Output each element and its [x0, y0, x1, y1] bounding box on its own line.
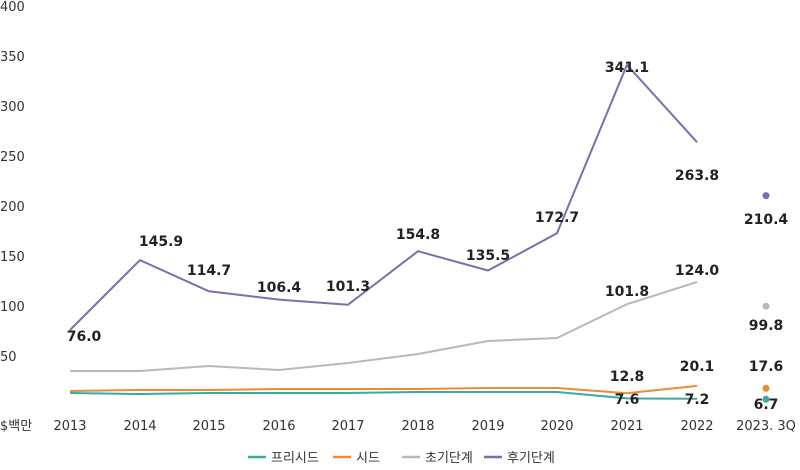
series-point-2023-3q: [762, 302, 770, 310]
series-line: [69, 63, 698, 331]
y-tick-label: 350: [0, 50, 25, 65]
y-tick-label: 250: [0, 150, 25, 165]
data-label-2023-3q: 6.7: [754, 397, 779, 413]
data-label: 106.4: [257, 280, 302, 296]
x-tick-label: 2021: [610, 419, 643, 434]
y-axis-unit-label: $백만: [0, 419, 32, 434]
y-tick-label: 150: [0, 250, 25, 265]
data-label: 172.7: [535, 210, 579, 226]
y-tick-label: 400: [0, 0, 25, 15]
x-tick-label: 2014: [123, 419, 156, 434]
data-label: 263.8: [675, 168, 719, 184]
data-label-2023-3q: 99.8: [749, 318, 784, 334]
x-tick-label: 2023. 3Q: [736, 419, 796, 434]
data-label: 76.0: [67, 329, 102, 345]
data-label-2023-3q: 17.6: [749, 359, 784, 375]
legend-label: 후기단계: [507, 451, 555, 466]
data-label: 7.2: [685, 392, 710, 408]
series-line: [70, 281, 698, 372]
data-label: 341.1: [605, 60, 649, 76]
data-label: 20.1: [680, 359, 715, 375]
x-tick-label: 2022: [680, 419, 713, 434]
x-tick-label: 2016: [262, 419, 295, 434]
data-label-2023-3q: 210.4: [744, 212, 789, 228]
y-axis-ticks: 400 350 300 250 200 150 100 50: [0, 0, 25, 365]
y-tick-label: 100: [0, 300, 25, 315]
data-label: 124.0: [675, 263, 720, 279]
legend-label: 시드: [356, 451, 380, 466]
x-tick-label: 2017: [331, 419, 364, 434]
legend-label: 초기단계: [425, 451, 473, 466]
series-lines: [69, 63, 698, 400]
x-tick-label: 2019: [471, 419, 504, 434]
y-tick-label: 50: [0, 350, 17, 365]
data-label: 7.6: [615, 392, 640, 408]
series-line: [69, 391, 698, 400]
x-axis-ticks: 2013 2014 2015 2016 2017 2018 2019 2020 2021 2022…: [53, 419, 795, 434]
x-tick-label: 2018: [401, 419, 434, 434]
x-tick-label: 2020: [540, 419, 573, 434]
series-point-2023-3q: [762, 192, 770, 200]
legend: 프리시드 시드 초기단계 후기단계: [248, 451, 555, 466]
x-tick-label: 2013: [53, 419, 86, 434]
data-label: 101.3: [326, 279, 370, 295]
data-label: 114.7: [187, 263, 231, 279]
x-tick-label: 2015: [192, 419, 225, 434]
series-point-2023-3q: [762, 395, 770, 403]
data-label: 154.8: [396, 227, 440, 243]
data-label: 12.8: [610, 369, 645, 385]
data-label: 101.8: [605, 284, 649, 300]
data-label: 135.5: [466, 248, 510, 264]
series-line: [69, 384, 698, 395]
data-labels: 7.6 7.2 6.7 12.8 20.1 17.6 101.8 124.0 99.8 76.0 1…: [67, 60, 789, 413]
y-tick-label: 200: [0, 200, 25, 215]
y-tick-label: 300: [0, 100, 25, 115]
series-points-2023-3q: [762, 192, 770, 403]
series-point-2023-3q: [762, 384, 770, 392]
legend-label: 프리시드: [271, 451, 319, 466]
data-label: 145.9: [139, 234, 183, 250]
